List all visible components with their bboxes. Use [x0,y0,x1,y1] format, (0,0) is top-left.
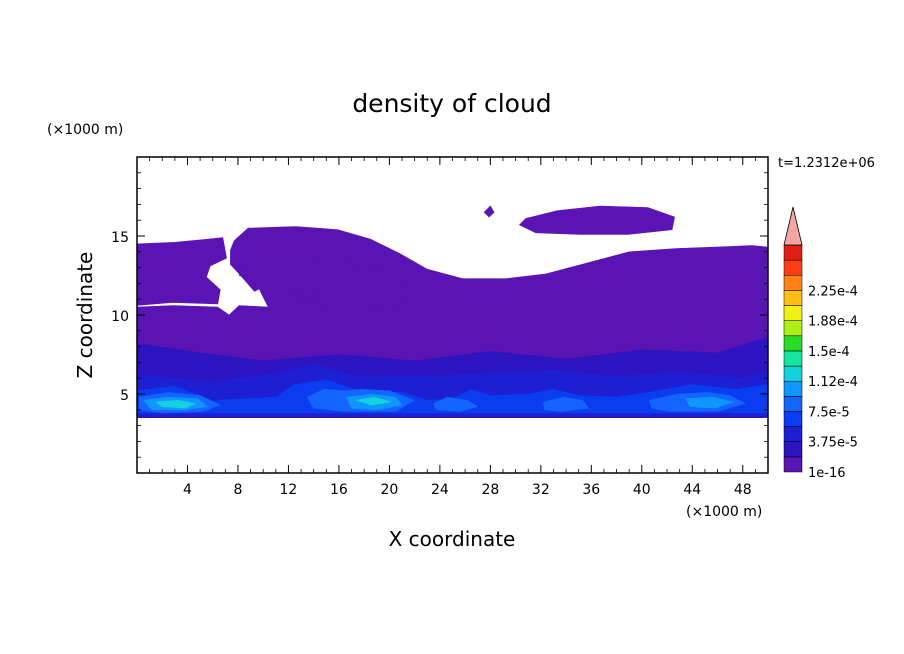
x-axis-label: X coordinate [389,527,516,551]
colorbar-swatch-11 [783,290,803,306]
colorbar-swatch-13 [783,259,803,276]
colorbar-label-6: 2.25e-4 [808,284,858,299]
colorbar: 1e-16 3.75e-5 7.5e-5 1.12e-4 1.5e-4 1.88e-4 2.… [783,206,858,481]
colorbar-label-5: 1.88e-4 [808,315,858,330]
colorbar-swatch-10 [783,305,803,321]
x-tick-label-40: 40 [633,482,651,498]
colorbar-label-3: 1.12e-4 [808,375,858,390]
colorbar-swatch-9 [783,320,803,337]
contour-region-0 [137,237,227,306]
contour-region-6 [137,379,768,414]
x-tick-label-44: 44 [683,482,701,498]
y-tick-label-15: 15 [111,230,129,246]
y-axis-unit: (×1000 m) [47,122,123,138]
contour-region-15 [155,399,196,409]
colorbar-swatch-4 [783,396,803,412]
x-tick-label-20: 20 [380,482,398,498]
x-tick-label-24: 24 [431,482,449,498]
x-tick-label-28: 28 [481,482,499,498]
colorbar-label-2: 7.5e-5 [808,405,850,420]
colorbar-swatch-12 [783,275,803,291]
y-axis-label: Z coordinate [73,252,97,379]
colorbar-swatch-14 [783,244,803,261]
y-tick-label-10: 10 [111,309,129,325]
colorbar-swatch-5 [783,380,803,397]
colorbar-swatch-2 [783,426,803,442]
colorbar-extend-arrow [783,206,803,246]
x-tick-label-8: 8 [233,482,242,498]
contour-region-10 [543,396,590,412]
colorbar-swatch-0 [783,456,803,473]
contour-field [137,205,768,419]
colorbar-swatch-3 [783,411,803,427]
y-axis-ticks: 5 10 15 [111,172,768,458]
x-axis-ticks: 4 8 12 16 20 24 28 32 36 40 44 48 [149,157,756,498]
x-tick-label-36: 36 [582,482,600,498]
colorbar-label-1: 3.75e-5 [808,436,858,451]
x-tick-label-48: 48 [734,482,752,498]
y-tick-label-5: 5 [120,388,129,404]
chart-title: density of cloud [352,89,551,118]
contour-region-9 [433,396,479,412]
x-tick-label-16: 16 [330,482,348,498]
x-axis-unit: (×1000 m) [686,504,762,520]
colorbar-label-0: 1e-16 [808,466,846,481]
x-tick-label-12: 12 [280,482,298,498]
x-tick-label-32: 32 [532,482,550,498]
colorbar-label-4: 1.5e-4 [808,345,850,360]
contour-region-16 [356,396,392,406]
colorbar-swatch-8 [783,335,803,352]
colorbar-swatch-1 [783,441,803,458]
colorbar-swatch-6 [783,365,803,382]
contour-region-2 [519,205,675,235]
x-tick-label-4: 4 [183,482,192,498]
time-stamp: t=1.2312e+06 [778,156,875,171]
colorbar-swatch-7 [783,350,803,367]
contour-region-14 [685,396,735,409]
contour-region-3 [483,205,495,218]
